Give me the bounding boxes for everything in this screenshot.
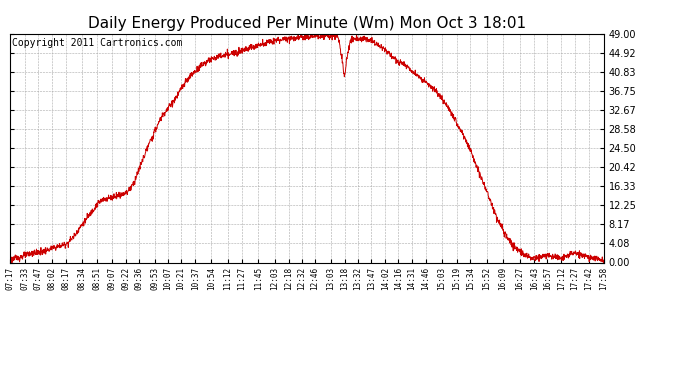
Text: Copyright 2011 Cartronics.com: Copyright 2011 Cartronics.com bbox=[12, 38, 182, 48]
Title: Daily Energy Produced Per Minute (Wm) Mon Oct 3 18:01: Daily Energy Produced Per Minute (Wm) Mo… bbox=[88, 16, 526, 31]
